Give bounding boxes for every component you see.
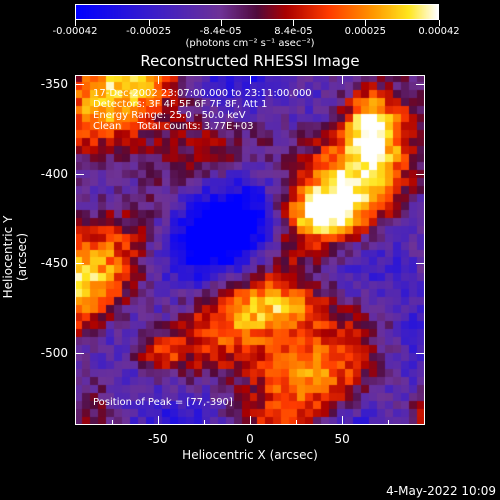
y-axis-label: Heliocentric Y (arcsec) xyxy=(1,215,29,299)
x-tick xyxy=(157,75,159,84)
colorbar-tick xyxy=(220,20,222,26)
colorbar-tick-label: -0.00025 xyxy=(126,26,172,37)
info-clean: Clean Total counts: 3.77E+03 xyxy=(93,121,254,132)
x-minor-tick xyxy=(111,420,113,425)
colorbar-tick-label: -8.4e-05 xyxy=(199,26,242,37)
y-tick xyxy=(75,173,84,175)
colorbar-tick-label: -0.00042 xyxy=(52,26,98,37)
y-tick xyxy=(75,83,84,85)
colorbar-tick xyxy=(439,20,440,26)
x-minor-tick xyxy=(203,420,205,425)
colorbar-tick-label: 0.00025 xyxy=(344,26,387,37)
y-tick xyxy=(75,353,84,355)
info-peak: Position of Peak = [77,-390] xyxy=(93,397,233,408)
y-tick xyxy=(416,83,425,85)
y-tick xyxy=(416,353,425,355)
y-tick xyxy=(75,263,84,265)
x-axis-label: Heliocentric X (arcsec) xyxy=(182,448,318,462)
x-tick xyxy=(157,416,159,425)
info-detectors: Detectors: 3F 4F 5F 6F 7F 8F, Att 1 xyxy=(93,99,268,110)
colorbar-tick xyxy=(75,20,76,26)
colorbar-tick xyxy=(148,20,150,26)
y-tick-label: -450 xyxy=(40,256,68,271)
x-minor-tick xyxy=(296,420,298,425)
y-tick-label: -400 xyxy=(40,166,68,181)
x-tick xyxy=(250,75,251,84)
x-tick xyxy=(250,416,251,425)
colorbar-tick-label: 0.00042 xyxy=(418,26,460,37)
colorbar-tick xyxy=(293,20,295,26)
y-tick xyxy=(416,173,425,175)
colorbar-tick xyxy=(365,20,367,26)
plot-title: Reconstructed RHESSI Image xyxy=(140,52,360,70)
x-tick xyxy=(342,416,344,425)
y-tick-label: -350 xyxy=(40,76,68,91)
colorbar-units: (photons cm⁻² s⁻¹ asec⁻²) xyxy=(185,38,315,49)
colorbar xyxy=(75,4,439,20)
x-tick xyxy=(342,75,344,84)
info-time: 17-Dec-2002 23:07:00.000 to 23:11:00.000 xyxy=(93,88,312,99)
x-tick-label: -50 xyxy=(148,432,168,446)
info-energy: Energy Range: 25.0 - 50.0 keV xyxy=(93,110,246,121)
rhessi-image[interactable] xyxy=(75,75,425,425)
x-minor-tick xyxy=(388,420,390,425)
y-tick-label: -500 xyxy=(40,346,68,361)
x-tick-label: 0 xyxy=(246,432,254,446)
y-tick xyxy=(416,263,425,265)
timestamp: 4-May-2022 10:09 xyxy=(386,484,496,498)
colorbar-tick-label: 8.4e-05 xyxy=(274,26,313,37)
x-tick-label: 50 xyxy=(334,432,350,446)
